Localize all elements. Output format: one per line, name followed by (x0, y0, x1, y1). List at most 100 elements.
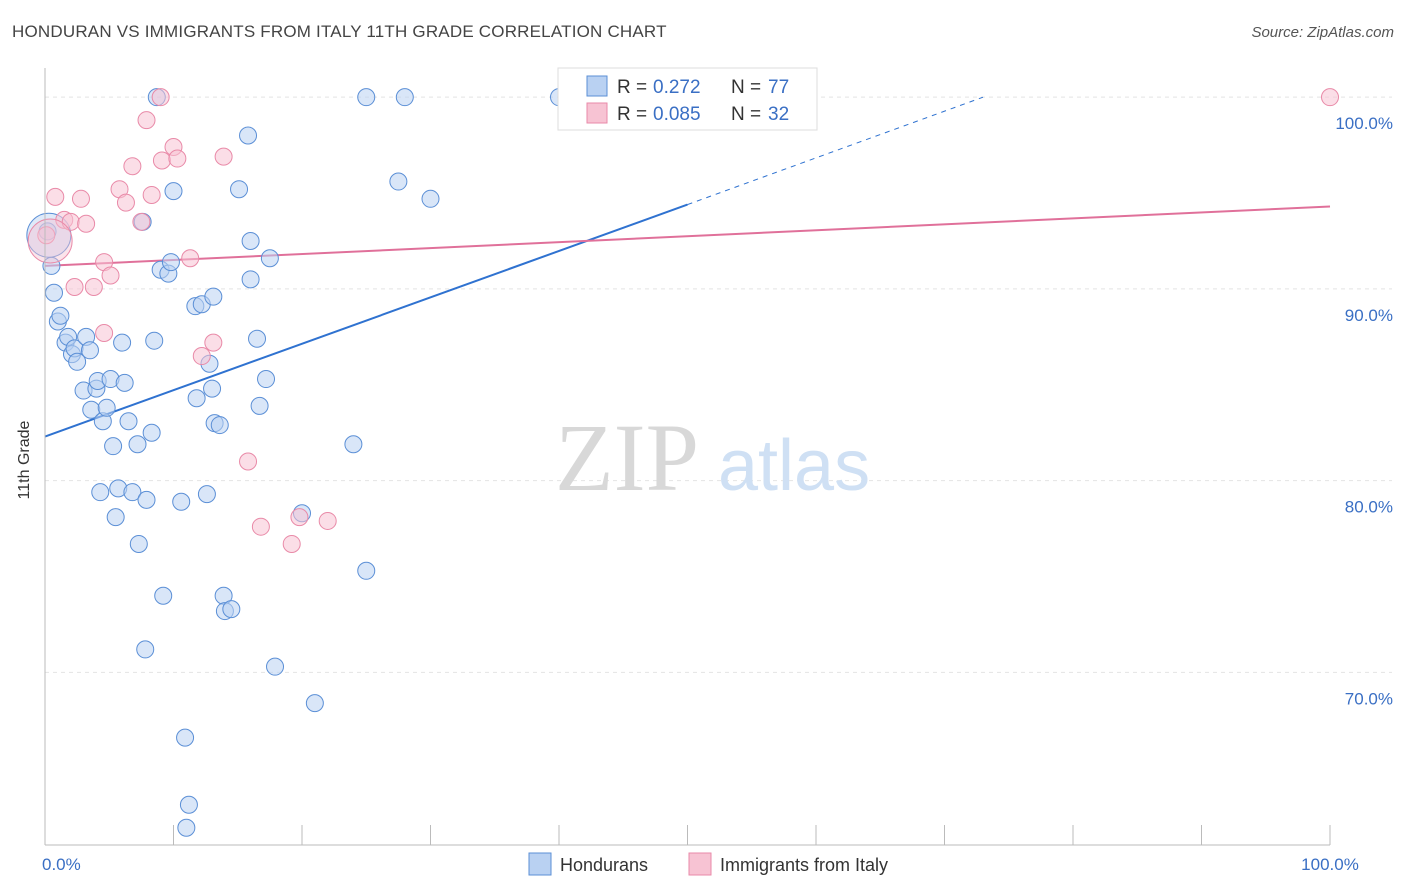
point-italy (192, 347, 211, 366)
point-italy (181, 249, 200, 268)
point-italy (239, 452, 258, 471)
legend-label-italy: Immigrants from Italy (720, 855, 888, 875)
data-points (26, 88, 1339, 837)
y-tick-label: 90.0% (1345, 306, 1393, 325)
point-hondurans (204, 287, 223, 306)
axes: 0.0% 100.0% 70.0% 80.0% 90.0% 100.0% (42, 68, 1393, 874)
bottom-legend: Hondurans Immigrants from Italy (528, 852, 888, 876)
point-hondurans (187, 389, 206, 408)
point-italy (132, 212, 151, 231)
point-italy (77, 214, 96, 233)
legend-swatch-hondurans (528, 852, 552, 876)
point-hondurans (230, 180, 249, 199)
point-hondurans (80, 341, 99, 360)
point-italy (37, 226, 56, 245)
legend-swatch (586, 75, 608, 97)
trend-line-hondurans-extension (687, 96, 984, 206)
point-hondurans (222, 600, 241, 619)
point-italy (152, 151, 171, 170)
point-hondurans (176, 728, 195, 747)
legend-n-label: N = (731, 104, 761, 125)
point-hondurans (248, 329, 267, 348)
point-hondurans (161, 253, 180, 272)
point-italy (1321, 88, 1339, 107)
point-italy (137, 111, 156, 130)
chart-title: HONDURAN VS IMMIGRANTS FROM ITALY 11TH G… (12, 22, 667, 41)
point-hondurans (154, 586, 173, 605)
point-hondurans (257, 370, 276, 389)
point-italy (27, 218, 73, 264)
y-tick-label: 100.0% (1335, 114, 1393, 133)
point-hondurans (172, 492, 191, 511)
point-hondurans (421, 189, 440, 208)
point-hondurans (115, 373, 134, 392)
point-hondurans (241, 270, 260, 289)
watermark: ZIP atlas (555, 404, 870, 511)
x-tick-label: 0.0% (42, 855, 81, 874)
watermark-zip: ZIP (555, 404, 699, 511)
stats-legend: R = 0.272 N = 77 R = 0.085 N = 32 (557, 67, 818, 131)
point-hondurans (106, 508, 125, 527)
point-hondurans (137, 490, 156, 509)
legend-r-label: R = (617, 104, 647, 125)
point-italy (84, 278, 103, 297)
point-hondurans (68, 352, 87, 371)
trend-line-hondurans (44, 203, 688, 438)
point-hondurans (357, 561, 376, 580)
point-hondurans (241, 231, 260, 250)
point-hondurans (91, 483, 110, 502)
legend-swatch-italy (688, 852, 712, 876)
point-hondurans (179, 795, 198, 814)
point-hondurans (266, 657, 285, 676)
point-hondurans (344, 435, 363, 454)
legend-label-hondurans: Hondurans (560, 855, 648, 875)
y-tick-label: 70.0% (1345, 689, 1393, 708)
point-italy (168, 149, 187, 168)
point-hondurans (305, 694, 324, 713)
point-hondurans (203, 379, 222, 398)
point-hondurans (51, 306, 70, 325)
point-hondurans (239, 126, 258, 145)
point-italy (101, 266, 120, 285)
source-label: Source: ZipAtlas.com (1251, 24, 1394, 41)
point-hondurans (197, 485, 216, 504)
legend-n-label: N = (731, 77, 761, 98)
point-italy (46, 187, 65, 206)
point-italy (116, 193, 135, 212)
point-hondurans (128, 435, 147, 454)
point-hondurans (164, 182, 183, 201)
point-hondurans (250, 396, 269, 415)
trend-lines (44, 96, 1331, 438)
grid (45, 96, 1392, 673)
point-hondurans (357, 88, 376, 107)
watermark-atlas: atlas (718, 426, 870, 506)
point-italy (123, 157, 142, 176)
point-italy (204, 333, 223, 352)
point-italy (318, 511, 337, 530)
point-hondurans (123, 483, 142, 502)
point-hondurans (104, 437, 123, 456)
point-italy (214, 147, 233, 166)
point-hondurans (210, 416, 229, 435)
trend-line-italy (44, 205, 1331, 267)
point-hondurans (119, 412, 138, 431)
point-hondurans (177, 818, 196, 837)
point-italy (251, 517, 270, 536)
point-italy (282, 534, 301, 553)
point-italy (95, 324, 114, 343)
point-hondurans (260, 249, 279, 268)
point-hondurans (97, 398, 116, 417)
point-hondurans (44, 283, 63, 302)
point-italy (151, 88, 170, 107)
point-hondurans (129, 534, 148, 553)
legend-r-value: 0.272 (653, 77, 701, 98)
point-italy (142, 185, 161, 204)
point-hondurans (145, 331, 164, 350)
legend-n-value: 32 (768, 104, 789, 125)
legend-n-value: 77 (768, 77, 789, 98)
point-hondurans (389, 172, 408, 191)
point-italy (71, 189, 90, 208)
x-tick-label: 100.0% (1301, 855, 1359, 874)
point-hondurans (113, 333, 132, 352)
legend-r-label: R = (617, 77, 647, 98)
